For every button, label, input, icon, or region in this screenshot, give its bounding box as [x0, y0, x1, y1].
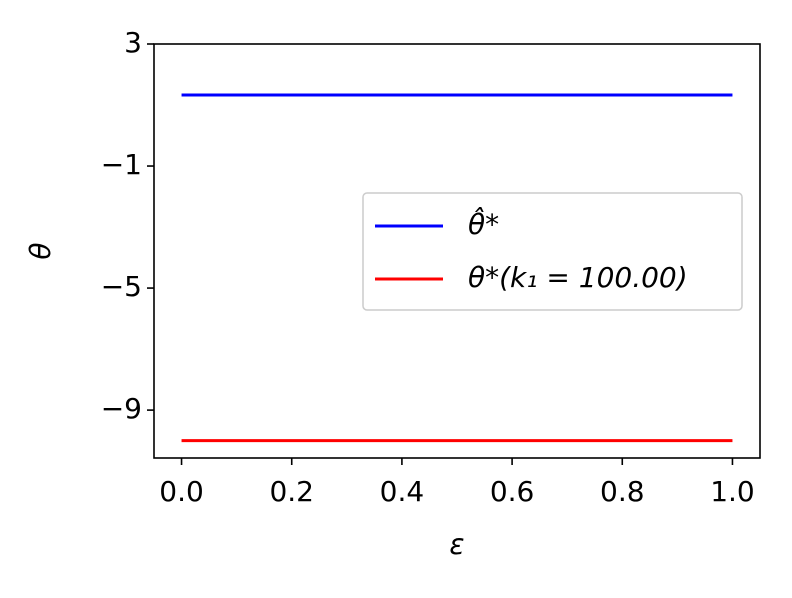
x-tick-label: 1.0 — [710, 475, 755, 508]
y-tick-label: 3 — [124, 26, 142, 59]
legend-box — [362, 192, 743, 311]
legend-label: θ̂* — [468, 205, 499, 241]
x-tick-label: 0.4 — [380, 475, 425, 508]
x-tick-label: 0.2 — [269, 475, 314, 508]
x-tick-label: 0.6 — [490, 475, 535, 508]
x-tick-label: 0.8 — [600, 475, 645, 508]
y-tick-label: −9 — [101, 392, 142, 425]
y-tick-label: −5 — [101, 270, 142, 303]
x-axis-label: ε — [449, 528, 464, 561]
y-tick-label: −1 — [101, 148, 142, 181]
y-axis-label: θ — [24, 242, 57, 259]
legend-label: θ*(k₁ = 100.00) — [468, 261, 688, 294]
x-tick-label: 0.0 — [159, 475, 204, 508]
plot-frame — [153, 43, 761, 459]
